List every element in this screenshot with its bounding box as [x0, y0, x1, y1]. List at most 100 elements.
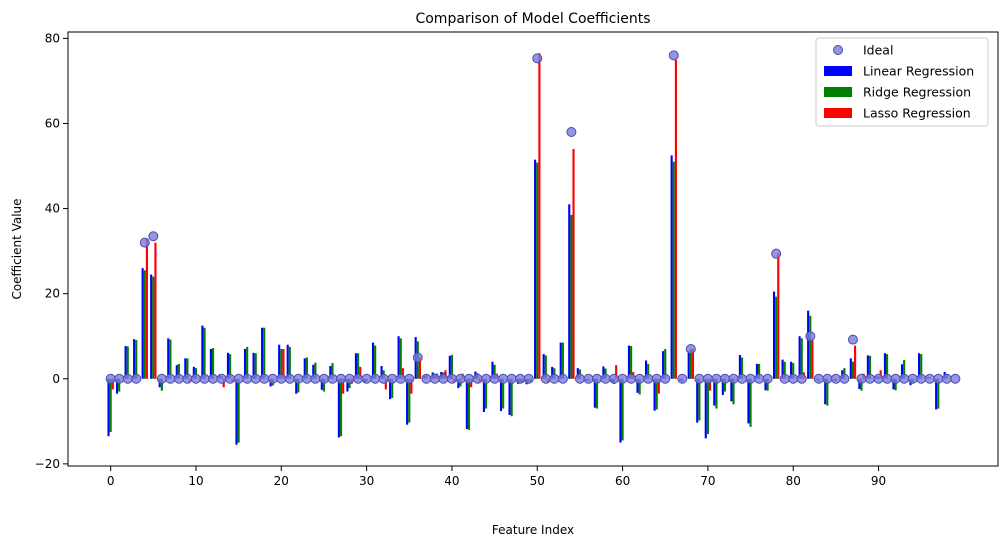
- linear-bar: [209, 348, 212, 379]
- ideal-point: [310, 373, 321, 384]
- ideal-point: [301, 373, 312, 384]
- ideal-point: [643, 373, 654, 384]
- ridge-bar: [305, 357, 308, 379]
- linear-bar: [559, 342, 562, 379]
- ridge-bar: [177, 363, 180, 379]
- lasso-bar: [342, 378, 345, 394]
- ridge-bar: [118, 378, 121, 392]
- y-tick-label: 80: [45, 31, 60, 45]
- plot-frame: [67, 31, 999, 467]
- ridge-bar: [194, 368, 198, 379]
- linear-bar: [772, 291, 776, 379]
- ideal-point: [165, 373, 176, 384]
- ideal-point: [506, 373, 517, 384]
- ridge-bar: [186, 358, 189, 379]
- ideal-point: [950, 373, 961, 384]
- linear-bar: [653, 378, 656, 411]
- ideal-point: [685, 343, 696, 354]
- ideal-point: [464, 373, 475, 384]
- ridge-bar: [595, 378, 599, 409]
- ridge-bar: [826, 378, 829, 406]
- lasso-bar: [538, 53, 541, 379]
- ideal-point: [771, 248, 782, 259]
- ridge-bar: [510, 378, 513, 417]
- ridge-bar: [280, 348, 283, 379]
- ideal-point: [583, 373, 594, 384]
- ridge-bar: [894, 378, 897, 391]
- ideal-point: [438, 373, 449, 384]
- y-tick-label: 60: [45, 116, 60, 130]
- linear-bar: [627, 345, 631, 379]
- legend-marker-ideal: [833, 45, 843, 55]
- ideal-point: [916, 373, 927, 384]
- linear-bar: [568, 204, 571, 379]
- linear-bar: [482, 378, 485, 412]
- ideal-point: [259, 373, 270, 384]
- ridge-bar: [809, 315, 812, 379]
- legend-box: [815, 37, 989, 127]
- linear-bar: [124, 346, 127, 379]
- ideal-point: [242, 373, 253, 384]
- ridge-bar: [570, 214, 573, 379]
- ridge-bar: [706, 378, 709, 435]
- ridge-bar: [630, 346, 633, 379]
- linear-bar: [918, 353, 921, 379]
- linear-bar: [303, 358, 306, 379]
- ideal-point: [856, 373, 867, 384]
- ideal-point: [267, 373, 278, 384]
- linear-bar: [167, 338, 170, 379]
- ridge-bar: [169, 339, 172, 379]
- ideal-point: [395, 373, 406, 384]
- ideal-point: [694, 373, 705, 384]
- ideal-point: [924, 373, 935, 384]
- ridge-bar: [143, 270, 146, 379]
- linear-bar: [192, 366, 195, 379]
- legend-label-lasso: Lasso Regression: [863, 106, 971, 121]
- linear-bar: [243, 348, 247, 379]
- y-tick-label: 20: [45, 287, 60, 301]
- ridge-bar: [740, 357, 744, 379]
- linear-bar: [644, 360, 648, 379]
- ideal-point: [455, 373, 466, 384]
- linear-bar: [602, 366, 605, 379]
- ideal-point: [813, 373, 824, 384]
- ideal-point: [225, 373, 236, 384]
- ridge-bar: [860, 378, 863, 391]
- ridge-bar: [553, 368, 556, 379]
- x-tick-label: 60: [615, 474, 630, 488]
- ideal-point: [830, 373, 841, 384]
- ideal-point: [779, 373, 790, 384]
- ridge-bar: [749, 378, 752, 427]
- ideal-point: [600, 373, 611, 384]
- ridge-bar: [254, 353, 257, 379]
- ideal-point: [446, 373, 457, 384]
- lasso-bar: [854, 345, 857, 379]
- ridge-bar: [715, 378, 718, 409]
- legend-label-ideal: Ideal: [863, 43, 893, 58]
- linear-bar: [807, 310, 810, 379]
- ridge-bar: [843, 368, 846, 379]
- ideal-point: [131, 373, 142, 384]
- linear-bar: [295, 378, 298, 394]
- ridge-bar: [126, 346, 129, 379]
- ideal-point: [523, 373, 534, 384]
- linear-bar: [619, 378, 622, 443]
- linear-bar: [849, 358, 852, 379]
- ideal-point: [250, 373, 261, 384]
- ideal-point: [199, 373, 210, 384]
- lasso-bar: [811, 340, 814, 379]
- ideal-point: [719, 373, 730, 384]
- ideal-point: [284, 373, 295, 384]
- ideal-point: [327, 373, 338, 384]
- linear-bar: [781, 359, 784, 379]
- x-tick-label: 0: [107, 474, 115, 488]
- ridge-bar: [493, 364, 496, 379]
- ideal-point: [591, 373, 602, 384]
- legend: Ideal Linear Regression Ridge Regression…: [815, 37, 989, 127]
- ideal-point: [865, 373, 876, 384]
- lasso-bar: [615, 365, 618, 379]
- ridge-bar: [723, 378, 727, 392]
- linear-bar: [406, 378, 409, 425]
- ideal-point: [208, 373, 219, 384]
